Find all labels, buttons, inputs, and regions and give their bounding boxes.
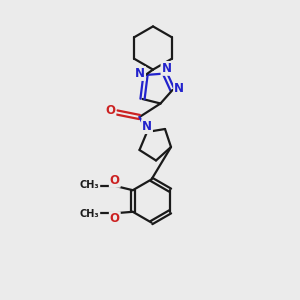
Text: N: N [174,82,184,95]
Text: O: O [110,174,120,187]
Text: CH₃: CH₃ [80,209,99,219]
Text: CH₃: CH₃ [80,180,99,190]
Text: N: N [135,67,145,80]
Text: N: N [161,62,172,75]
Text: O: O [105,104,116,118]
Text: O: O [110,212,120,225]
Text: N: N [142,120,152,133]
